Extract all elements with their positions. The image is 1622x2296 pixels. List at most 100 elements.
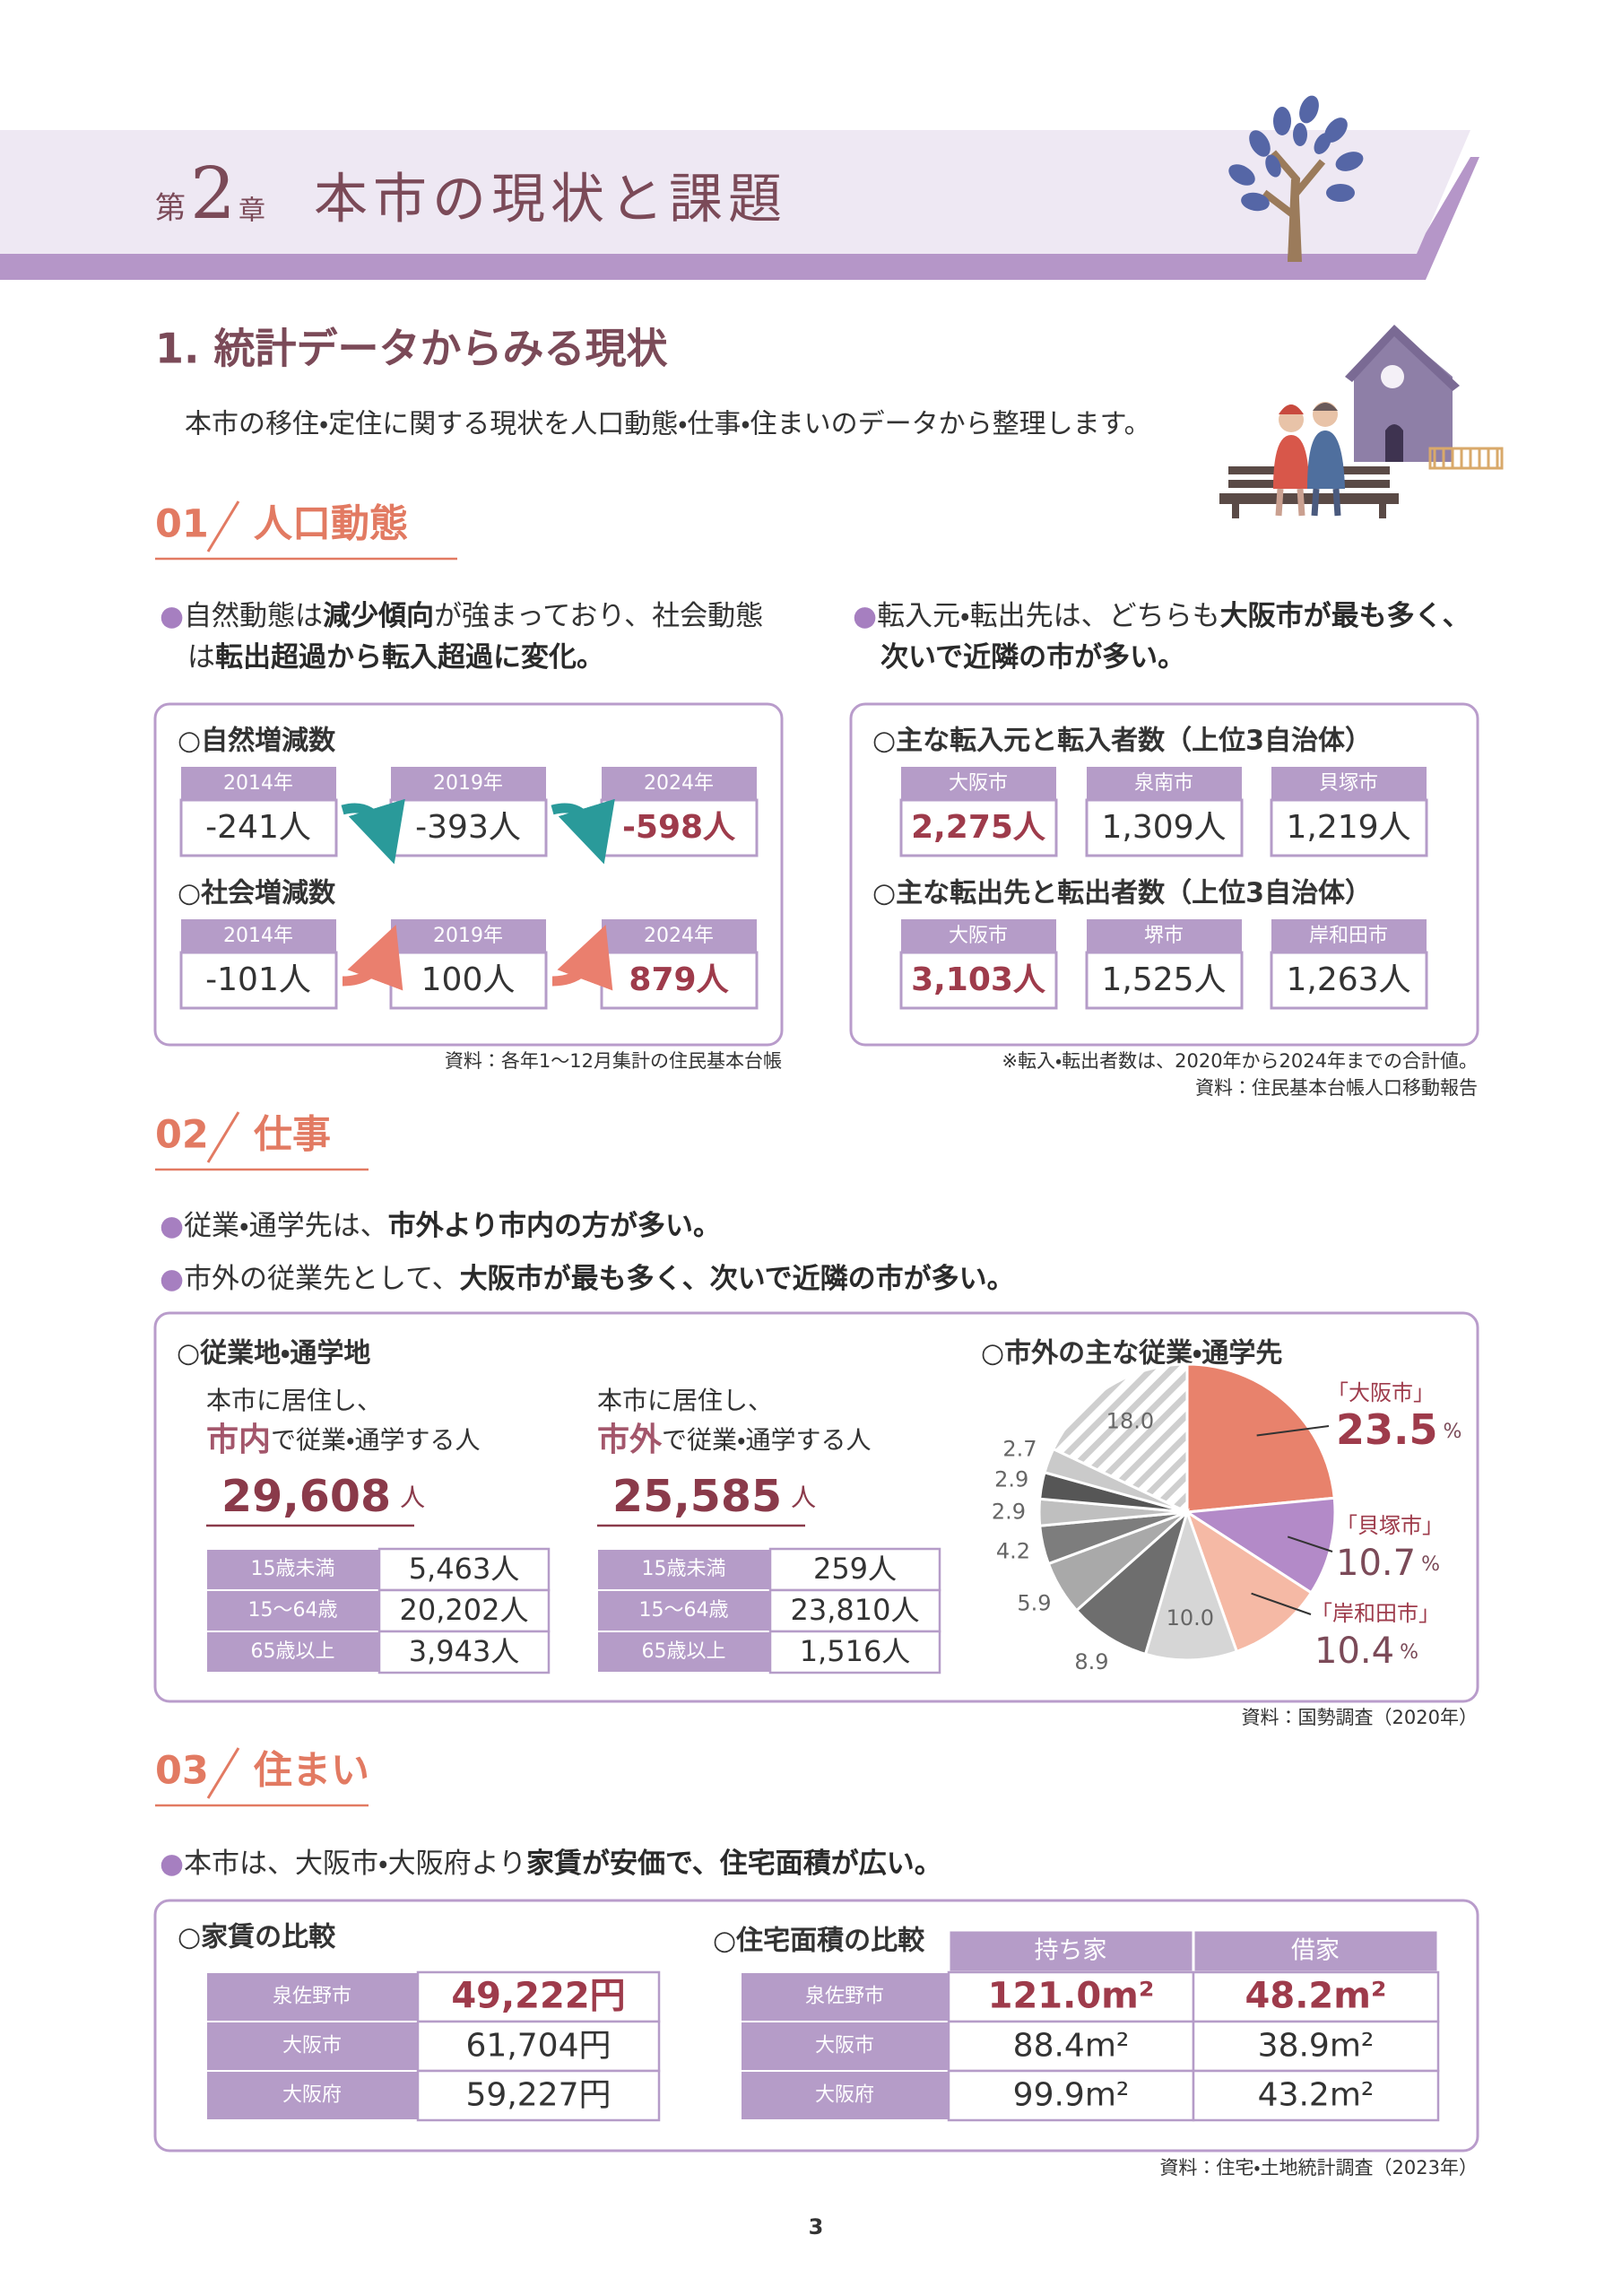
- table-value-cell: [768, 1588, 941, 1633]
- bullet-bold: 家賃が安価で、住宅面積が広い。: [525, 1848, 942, 1880]
- table-value: 1,516人: [800, 1634, 911, 1668]
- table-header-cell: [1192, 1928, 1440, 1974]
- table-value: 48.2m²: [1245, 1976, 1387, 2017]
- table-label-cell: [740, 1971, 950, 2022]
- card-head-label: 貝塚市: [1319, 772, 1378, 795]
- card-head: [391, 767, 546, 800]
- subsection-number: 03: [155, 1749, 209, 1794]
- card-head: [901, 919, 1056, 952]
- table-value-cell: [947, 2069, 1195, 2122]
- box-title: ○主な転出先と転出者数（上位3自治体）: [872, 878, 1372, 909]
- table-label: 大阪市: [815, 2035, 874, 2057]
- card-value-box: [1085, 798, 1244, 857]
- chapter-prefix: 第: [155, 191, 186, 227]
- table-value: 43.2m²: [1258, 2077, 1375, 2114]
- group-place: 市外: [597, 1422, 663, 1458]
- pie-category: 「大阪市」: [1327, 1380, 1435, 1405]
- pie-category: 「岸和田市」: [1311, 1601, 1440, 1626]
- table-label: 15～64歳: [639, 1599, 729, 1622]
- page-number: 3: [809, 2214, 824, 2239]
- leader-line: [1287, 1535, 1333, 1552]
- pie-slice: [1074, 1508, 1190, 1657]
- pie-category: 「貝塚市」: [1336, 1513, 1444, 1538]
- bullet-text: は: [187, 641, 215, 674]
- table-value-cell: [416, 2069, 661, 2122]
- box-title: ○住宅面積の比較: [713, 1926, 925, 1957]
- table-value-cell: [416, 2020, 661, 2073]
- table-header-cell: [947, 1928, 1195, 1974]
- box-title: ○社会増減数: [178, 878, 335, 909]
- group-total-unit: 人: [791, 1483, 816, 1512]
- heading-slash: [206, 500, 240, 552]
- pie-slice: [1185, 1362, 1336, 1514]
- group-place-line: 市内で従業・通学する人: [206, 1422, 481, 1458]
- card-value-box: [179, 951, 338, 1010]
- bullet: ●転入元・転出先は、どちらも大阪市が最も多く、 次いで近隣の市が多い。: [853, 600, 1470, 674]
- card-value: 3,103人: [911, 961, 1046, 998]
- card-value-box: [600, 951, 759, 1010]
- pie-slice: [1143, 1508, 1239, 1662]
- tree-icon: [1228, 95, 1364, 262]
- subsection-title: 住まい: [253, 1749, 369, 1794]
- heading-slash: [206, 1747, 240, 1799]
- card-value-box: [1270, 798, 1428, 857]
- heading-slash: [206, 1111, 240, 1163]
- chapter-title: 本市の現状と課題: [314, 169, 787, 231]
- bullet: ●市外の従業先として、大阪市が最も多く、次いで近隣の市が多い。: [160, 1263, 1015, 1295]
- table-value: 49,222円: [451, 1976, 625, 2017]
- pie-value: 23.5: [1336, 1405, 1438, 1454]
- table-value-cell: [416, 1970, 661, 2023]
- bullet-text: 転入元・転出先は、どちらも: [877, 600, 1220, 632]
- bullet-bold: 大阪市が最も多く、: [1219, 600, 1470, 632]
- table-label: 泉佐野市: [805, 1986, 884, 2008]
- source-note: ※転入・転出者数は、2020年から2024年までの合計値。: [1002, 1050, 1478, 1072]
- bullet-bold: 減少傾向: [323, 600, 435, 632]
- table-value: 59,227円: [466, 2077, 612, 2114]
- box-title: ○主な転入元と転入者数（上位3自治体）: [872, 726, 1372, 757]
- card-head-label: 2014年: [223, 925, 293, 947]
- arrow: [551, 925, 613, 991]
- pie-value: 5.9: [1017, 1591, 1051, 1616]
- table-value-cell: [377, 1630, 551, 1674]
- card-value: -393人: [415, 809, 521, 846]
- table-label: 65歳以上: [251, 1640, 335, 1663]
- card-head: [602, 767, 757, 800]
- card-head-label: 堺市: [1144, 925, 1184, 947]
- group-total: 25,585: [612, 1471, 782, 1522]
- section-lead: 本市の移住・定住に関する現状を人口動態・仕事・住まいのデータから整理します。: [185, 409, 1151, 440]
- subsection-number: 01: [155, 502, 209, 547]
- section-title: 1. 統計データからみる現状: [155, 325, 668, 373]
- card-head: [602, 919, 757, 952]
- card-value-box: [1085, 951, 1244, 1010]
- table-value-cell: [947, 1970, 1195, 2023]
- card-value-box: [600, 798, 759, 857]
- leader-line: [1256, 1425, 1330, 1437]
- card-head-label: 岸和田市: [1309, 925, 1388, 947]
- table-label-cell: [740, 2021, 950, 2072]
- group-lead: 本市に居住し、: [206, 1386, 382, 1415]
- pie-unit: %: [1400, 1641, 1418, 1664]
- card-value: -598人: [622, 809, 736, 846]
- table-value: 38.9m²: [1258, 2028, 1375, 2065]
- source-note: 資料：住宅・土地統計調査（2023年）: [1159, 2157, 1478, 2179]
- card-head-label: 大阪市: [949, 772, 1008, 795]
- table-label: 15～64歳: [248, 1599, 338, 1622]
- bullet-bold: 大阪市が最も多く、次いで近隣の市が多い。: [459, 1263, 1015, 1295]
- table-value: 99.9m²: [1013, 2077, 1130, 2114]
- table-value-cell: [768, 1547, 941, 1592]
- table-value: 259人: [813, 1552, 897, 1586]
- group-lead: 本市に居住し、: [597, 1386, 773, 1415]
- table-value-cell: [1192, 2069, 1440, 2122]
- group-place-suffix: で従業・通学する人: [271, 1425, 481, 1455]
- leader-line: [1251, 1592, 1312, 1615]
- group-total-line: 29,608 人: [221, 1471, 425, 1522]
- table-label-cell: [596, 1631, 771, 1674]
- pie-value: 10.0: [1167, 1605, 1214, 1631]
- card-head: [901, 767, 1056, 800]
- card-value: -101人: [205, 961, 311, 998]
- bullet: ●本市は、大阪市・大阪府より家賃が安価で、住宅面積が広い。: [160, 1848, 942, 1880]
- table-value: 5,463人: [409, 1552, 520, 1586]
- header-band: [0, 130, 1470, 256]
- table-value: 3,943人: [409, 1634, 520, 1668]
